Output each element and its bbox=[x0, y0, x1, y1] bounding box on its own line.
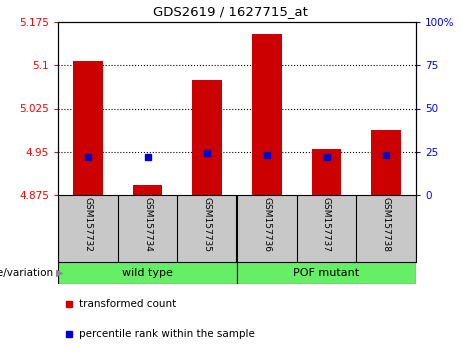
Text: ▶: ▶ bbox=[56, 268, 63, 278]
Text: GSM157734: GSM157734 bbox=[143, 197, 152, 252]
Bar bbox=[192, 80, 222, 195]
Bar bbox=[252, 34, 282, 195]
Bar bbox=[312, 149, 342, 195]
Text: GSM157738: GSM157738 bbox=[382, 197, 390, 252]
Text: GSM157735: GSM157735 bbox=[203, 197, 212, 252]
Text: GSM157732: GSM157732 bbox=[83, 197, 92, 252]
Text: GSM157736: GSM157736 bbox=[262, 197, 272, 252]
Text: percentile rank within the sample: percentile rank within the sample bbox=[79, 330, 255, 339]
Bar bbox=[133, 185, 162, 195]
Text: GSM157737: GSM157737 bbox=[322, 197, 331, 252]
Bar bbox=[73, 61, 103, 195]
Text: genotype/variation: genotype/variation bbox=[0, 268, 53, 278]
Text: transformed count: transformed count bbox=[79, 299, 177, 309]
Bar bbox=[371, 130, 401, 195]
Bar bbox=[237, 262, 416, 284]
Text: GDS2619 / 1627715_at: GDS2619 / 1627715_at bbox=[153, 5, 308, 18]
Text: wild type: wild type bbox=[122, 268, 173, 278]
Text: POF mutant: POF mutant bbox=[294, 268, 360, 278]
Bar bbox=[58, 262, 237, 284]
